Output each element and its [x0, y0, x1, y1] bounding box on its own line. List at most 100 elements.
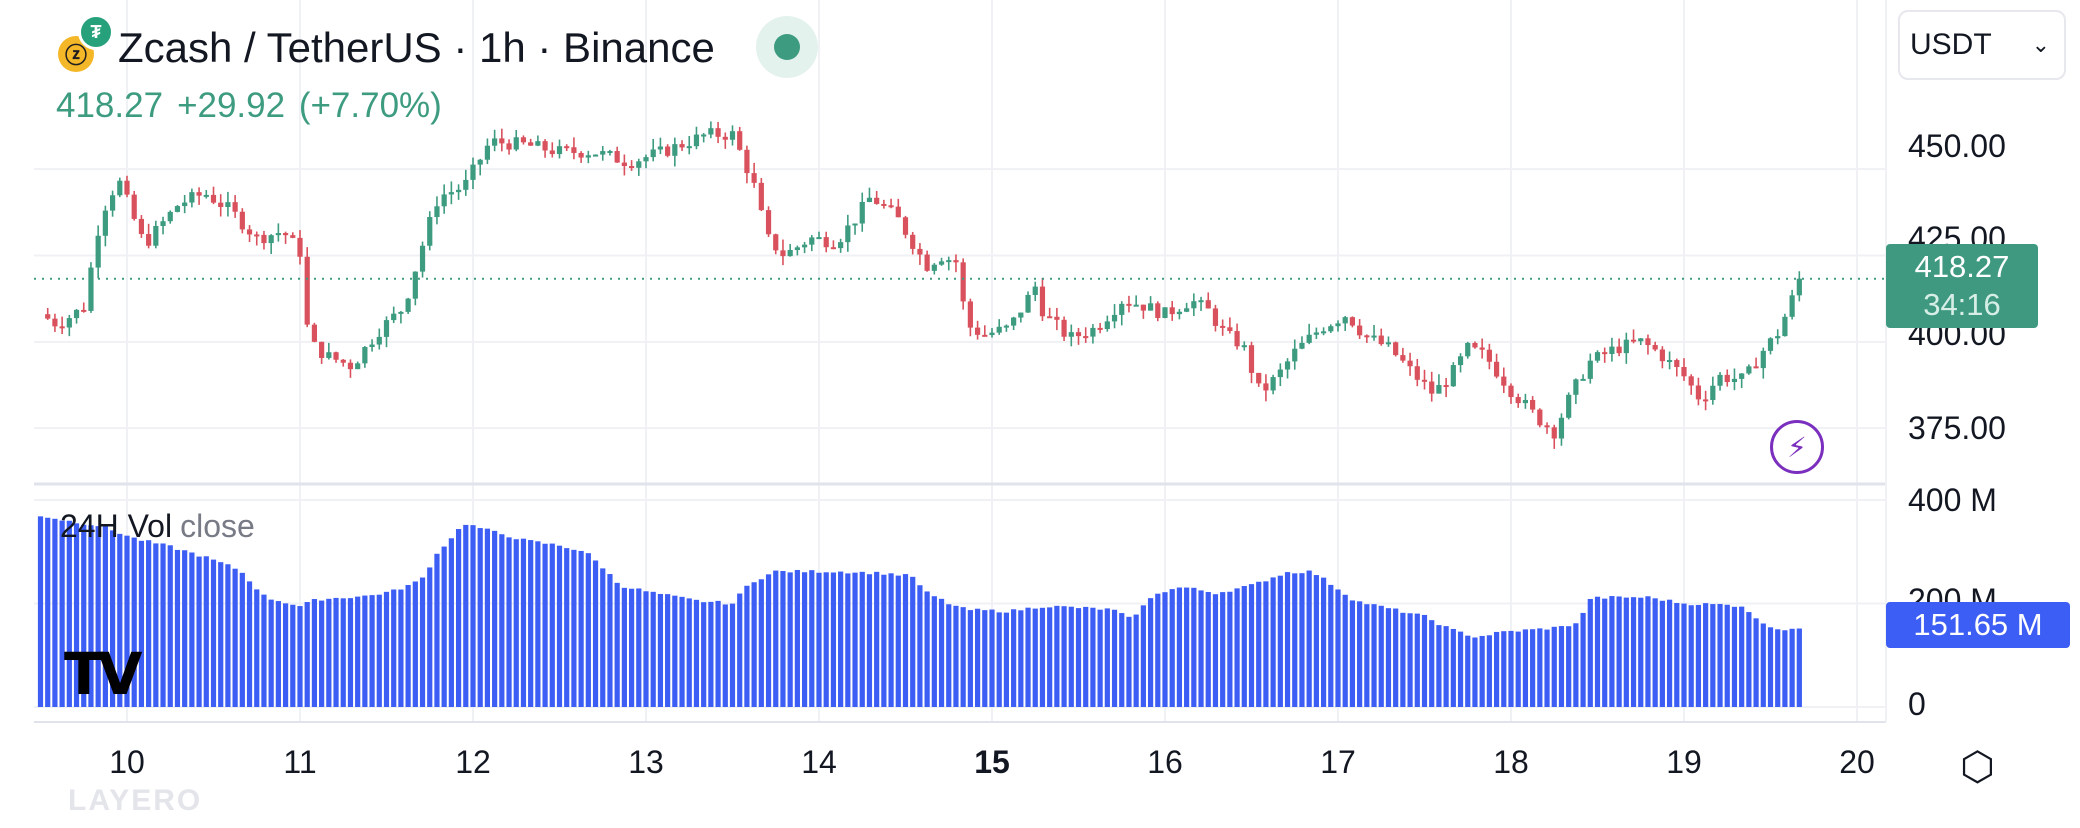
- volume-bar: [1753, 618, 1759, 707]
- candle: [528, 142, 534, 146]
- candle: [232, 202, 238, 212]
- volume-bar: [636, 588, 642, 707]
- currency-select[interactable]: USDT ⌄: [1898, 10, 2066, 80]
- candle: [556, 146, 563, 155]
- volume-bar: [1436, 625, 1442, 707]
- volume-bar: [81, 524, 87, 707]
- volume-bar: [167, 545, 173, 707]
- zcash-icon: ⓩ ₮: [58, 14, 114, 72]
- volume-bar: [1746, 612, 1752, 707]
- volume-bar: [102, 526, 108, 707]
- volume-bar: [1537, 628, 1543, 707]
- volume-bar: [1710, 604, 1716, 707]
- symbol-title[interactable]: Zcash / TetherUS · 1h · Binance: [118, 24, 715, 71]
- market-status-icon[interactable]: [756, 16, 818, 78]
- candle: [1155, 303, 1161, 318]
- volume-bar: [974, 608, 981, 707]
- volume-bar: [1155, 593, 1161, 707]
- volume-bar: [117, 533, 123, 707]
- candle: [1746, 366, 1752, 374]
- candle: [95, 235, 101, 268]
- candle: [73, 309, 80, 319]
- volume-bar: [823, 572, 829, 707]
- volume-bar: [650, 591, 656, 707]
- candle: [722, 136, 728, 140]
- volume-bar: [246, 581, 253, 707]
- tradingview-logo[interactable]: TV: [64, 640, 142, 708]
- candle: [492, 138, 498, 146]
- volume-bar: [347, 598, 354, 707]
- volume-bar: [304, 602, 310, 707]
- volume-bar: [1623, 597, 1629, 707]
- volume-bar: [564, 548, 570, 707]
- candle: [311, 324, 318, 342]
- candle: [355, 363, 361, 370]
- candle: [823, 237, 829, 248]
- volume-bar: [1032, 608, 1038, 707]
- volume-bar: [95, 526, 101, 707]
- candle: [412, 271, 418, 299]
- volume-legend-name: 24H Vol: [60, 508, 173, 544]
- volume-bar: [1018, 610, 1024, 707]
- candle: [1184, 308, 1190, 312]
- time-tick: 14: [801, 744, 837, 780]
- candle: [585, 155, 591, 158]
- volume-bar: [45, 517, 51, 707]
- volume-bar: [275, 601, 281, 707]
- volume-bar: [1472, 637, 1478, 707]
- candle: [737, 131, 743, 150]
- volume-bar: [196, 556, 202, 707]
- candle: [1284, 361, 1291, 370]
- volume-bar: [1414, 613, 1420, 707]
- candle: [1717, 374, 1723, 386]
- volume-bar: [282, 603, 289, 707]
- volume-bar: [1594, 596, 1601, 707]
- volume-bar: [643, 591, 649, 707]
- candle: [1277, 369, 1283, 378]
- volume-bar: [1299, 573, 1305, 707]
- volume-bar: [1400, 612, 1406, 707]
- candle: [1659, 349, 1665, 362]
- volume-bar: [1515, 631, 1521, 707]
- candle: [1623, 339, 1629, 354]
- volume-bar: [333, 597, 339, 707]
- tether-icon: ₮: [78, 14, 114, 50]
- candle: [938, 261, 945, 265]
- volume-bar: [967, 610, 973, 707]
- volume-bar: [340, 598, 346, 707]
- candle: [1205, 300, 1211, 309]
- candle: [1378, 335, 1384, 345]
- candle: [1227, 327, 1233, 332]
- candle: [1306, 334, 1312, 343]
- candle: [816, 237, 822, 240]
- candle: [931, 264, 937, 271]
- volume-bar: [708, 601, 714, 707]
- volume-bar: [809, 570, 815, 707]
- candle: [787, 250, 793, 257]
- volume-bar: [1090, 607, 1096, 707]
- settings-icon[interactable]: ⬡: [1960, 745, 1995, 789]
- volume-bar: [1782, 630, 1788, 707]
- candle: [1710, 385, 1716, 401]
- chevron-down-icon: ⌄: [2031, 32, 2050, 57]
- candle: [650, 149, 656, 158]
- volume-bar: [1342, 594, 1348, 707]
- chart-header: ⓩ ₮ Zcash / TetherUS · 1h · Binance: [58, 14, 715, 78]
- candle: [1256, 372, 1262, 384]
- candle: [441, 194, 447, 207]
- volume-bar: [780, 570, 786, 707]
- candle: [1630, 339, 1637, 342]
- candle: [1796, 278, 1802, 296]
- candle: [1011, 317, 1017, 326]
- candle: [571, 147, 577, 153]
- lightning-icon[interactable]: ⚡: [1770, 420, 1824, 474]
- candle: [362, 347, 368, 364]
- volume-legend[interactable]: 24H Vol close: [60, 508, 255, 545]
- candle: [665, 146, 671, 156]
- candle: [1075, 332, 1082, 337]
- volume-bar: [621, 587, 627, 707]
- candle: [1090, 327, 1096, 337]
- candle: [290, 235, 296, 238]
- volume-bar: [463, 524, 469, 707]
